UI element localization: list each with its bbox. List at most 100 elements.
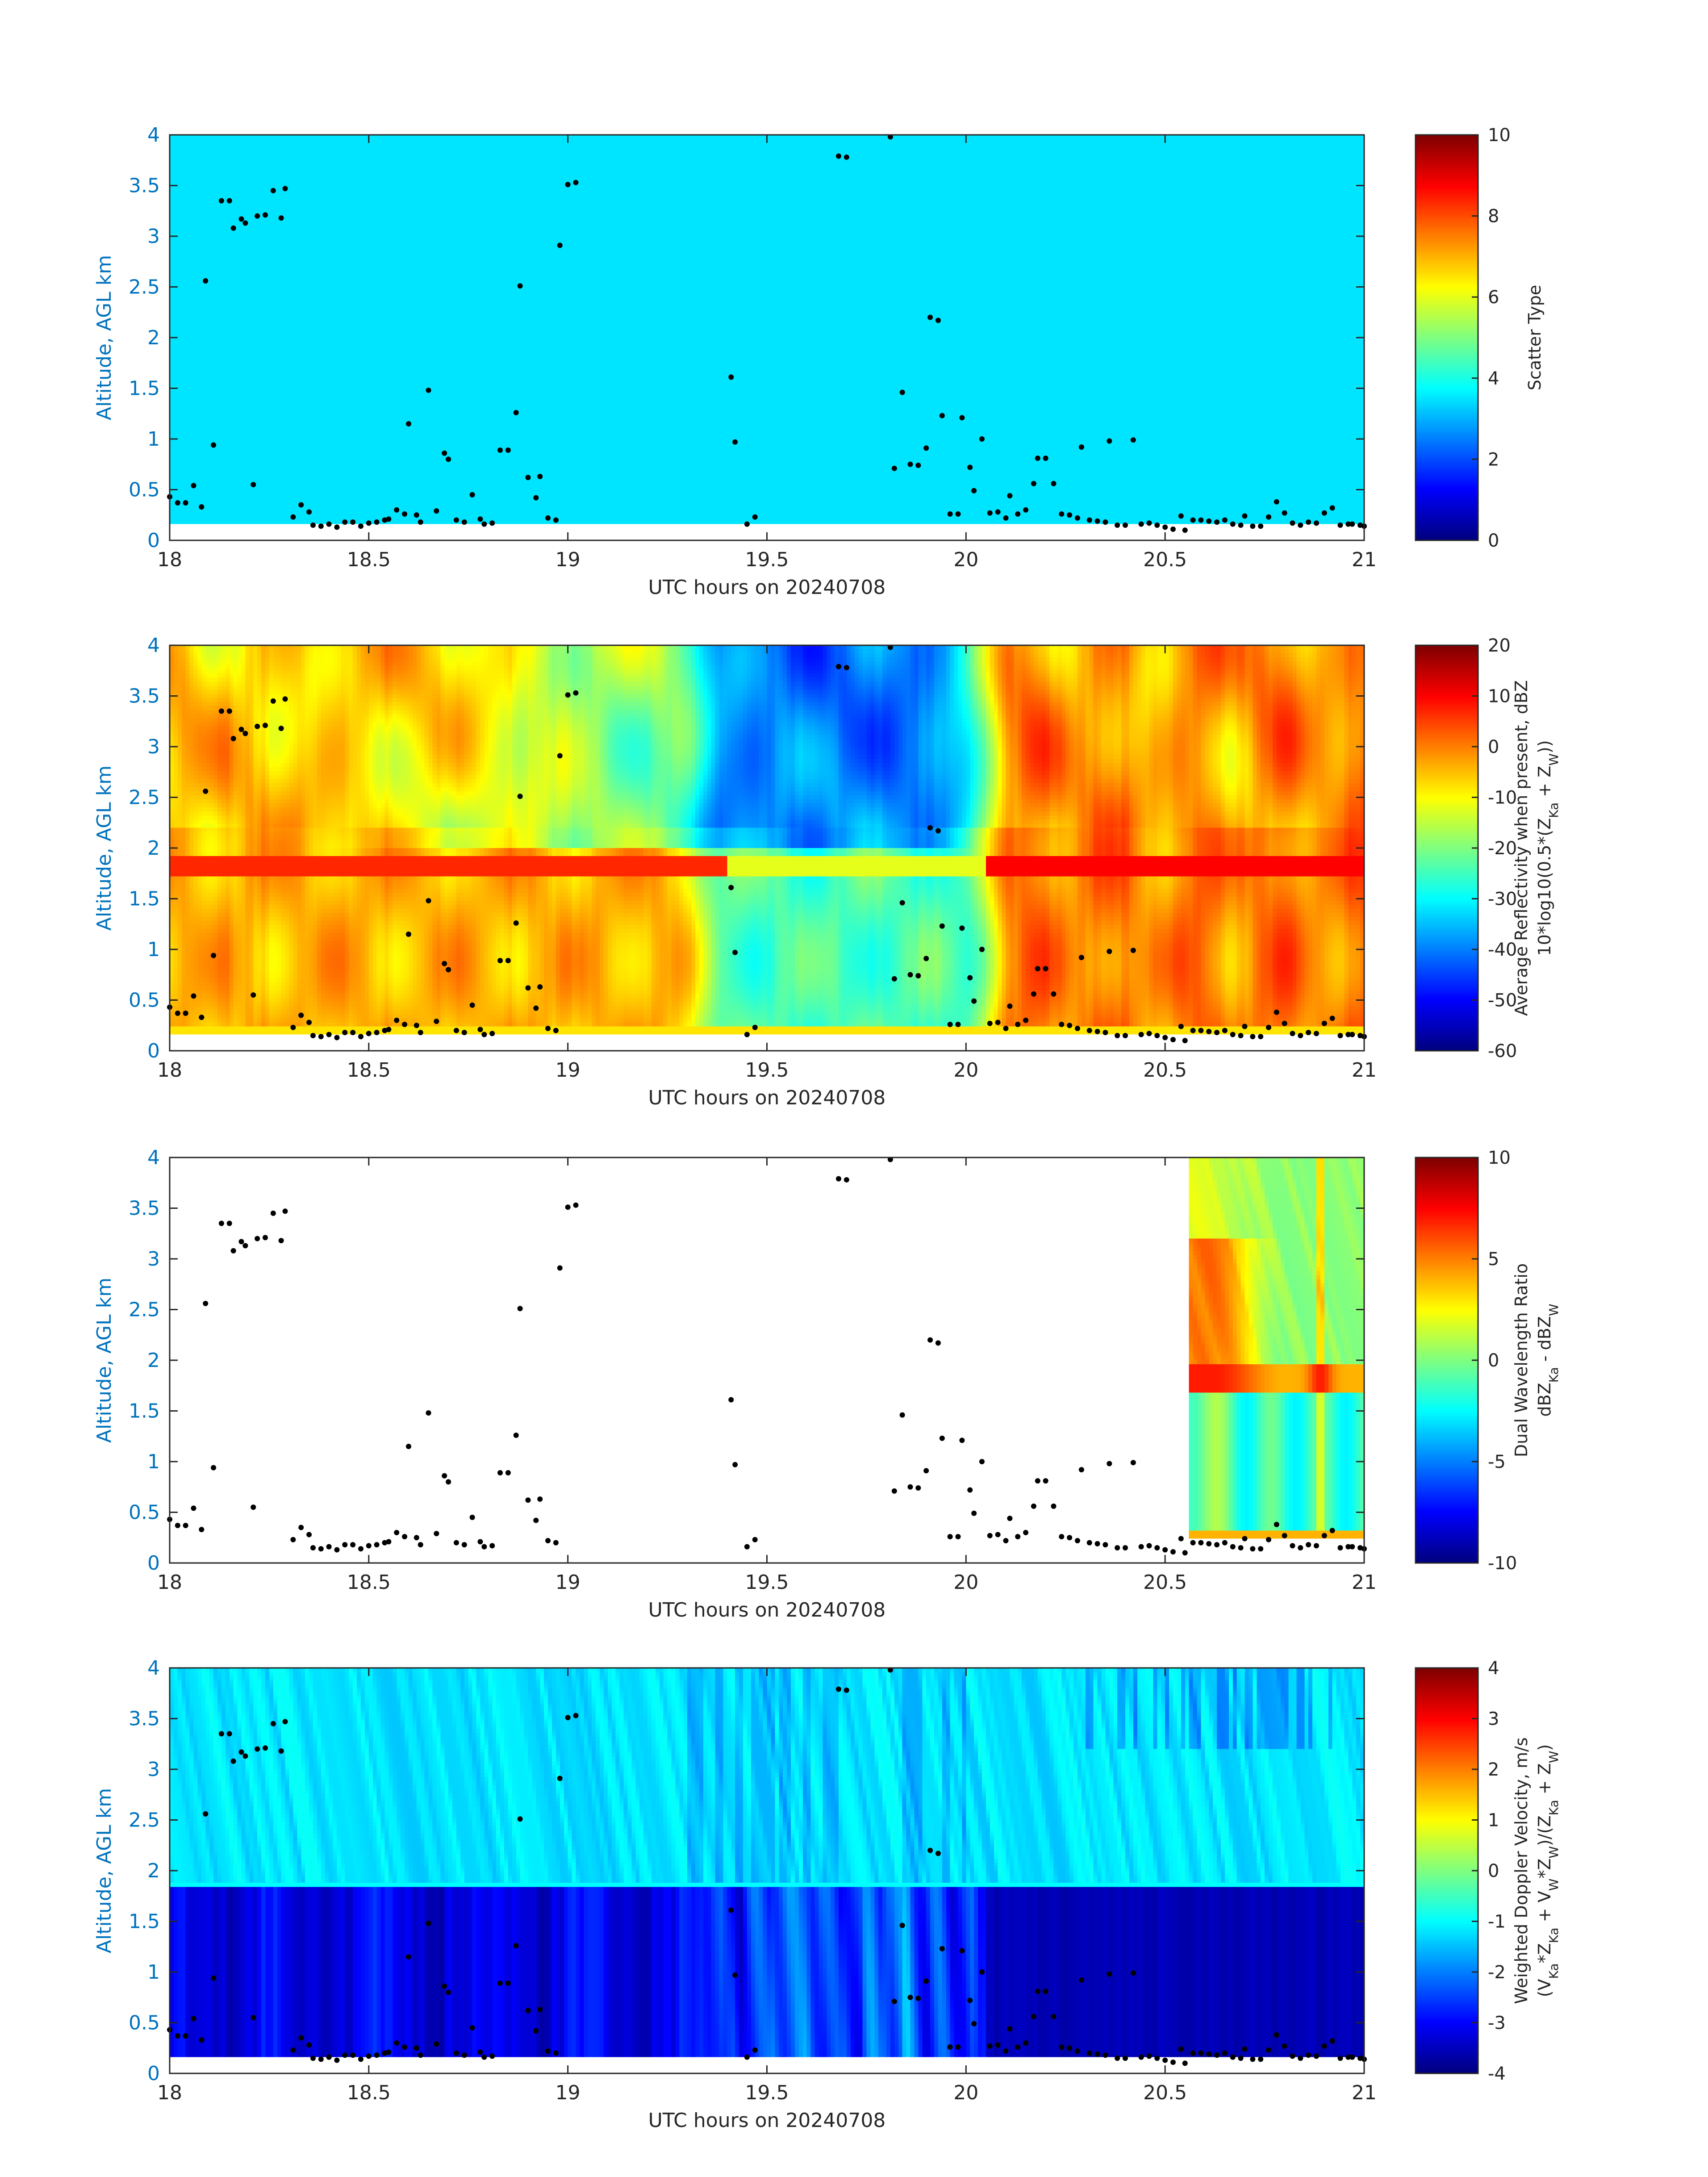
data-point: [255, 723, 260, 729]
data-point: [199, 504, 205, 510]
data-point: [1015, 2044, 1021, 2050]
data-point: [413, 512, 419, 518]
data-point: [318, 1034, 324, 1040]
data-point: [1242, 513, 1248, 519]
data-point: [211, 953, 217, 958]
y-tick-label: 2.5: [129, 786, 160, 809]
data-point: [218, 708, 224, 714]
data-point: [374, 519, 380, 525]
data-point: [1274, 2032, 1279, 2038]
data-point: [537, 473, 543, 479]
data-point: [995, 509, 1001, 515]
data-point: [426, 898, 431, 904]
x-tick-label: 18.5: [347, 1571, 391, 1594]
data-point: [1130, 1460, 1136, 1466]
data-point: [426, 1410, 431, 1416]
data-point: [1214, 1030, 1220, 1036]
data-point: [899, 1412, 905, 1418]
data-point: [537, 2006, 543, 2012]
data-point: [1035, 455, 1040, 461]
data-point: [310, 1545, 316, 1550]
points-dwr: [167, 1157, 1367, 1556]
data-point: [1078, 1467, 1084, 1473]
data-point: [270, 698, 276, 704]
data-point: [1003, 1538, 1009, 1544]
points-scatter: [167, 134, 1367, 533]
data-point: [979, 436, 985, 442]
data-point: [525, 985, 531, 991]
y-tick-label: 4: [147, 634, 160, 657]
data-point: [1094, 2051, 1100, 2057]
data-point: [844, 1687, 849, 1693]
x-tick-label: 20.5: [1143, 1059, 1187, 1082]
data-point: [1190, 2050, 1196, 2056]
data-point: [242, 220, 248, 226]
data-point: [374, 2052, 380, 2058]
data-point: [728, 1907, 734, 1913]
data-point: [358, 523, 363, 529]
data-point: [489, 1543, 495, 1549]
data-point: [1182, 1038, 1188, 1044]
data-point: [1078, 444, 1084, 450]
data-point: [1329, 1015, 1335, 1021]
data-point: [1138, 1032, 1144, 1037]
data-point: [1178, 2046, 1184, 2052]
data-point: [1274, 499, 1279, 505]
data-point: [191, 993, 196, 999]
data-point: [565, 1204, 571, 1210]
data-point: [1007, 2026, 1013, 2032]
data-point: [987, 1020, 993, 1026]
data-point: [255, 1746, 260, 1752]
y-tick-label: 1: [147, 428, 160, 451]
data-point: [1023, 1017, 1029, 1023]
colorbar-tick-label: 10: [1488, 125, 1511, 146]
data-point: [469, 2025, 475, 2031]
data-point: [226, 198, 232, 204]
data-point: [1250, 1034, 1256, 1040]
data-point: [1075, 515, 1080, 521]
data-point: [238, 1749, 244, 1755]
data-point: [1242, 2046, 1248, 2052]
colorbar-tick-label: -60: [1488, 1041, 1517, 1061]
data-point: [1337, 522, 1343, 528]
data-point: [939, 1946, 945, 1951]
x-tick-label: 20.5: [1143, 2081, 1187, 2104]
data-point: [469, 492, 475, 497]
data-point: [959, 1948, 965, 1954]
data-point: [218, 198, 224, 204]
colorbar-tick-label: 0: [1488, 531, 1499, 551]
data-point: [199, 2037, 205, 2043]
y-tick-label: 1: [147, 1450, 160, 1473]
data-point: [1274, 1521, 1279, 1527]
data-point: [1123, 522, 1128, 528]
colorbar-tick-label: -30: [1488, 889, 1517, 910]
data-point: [1031, 2014, 1036, 2019]
data-point: [1258, 1546, 1264, 1552]
data-point: [481, 1032, 487, 1037]
data-point: [1051, 1503, 1057, 1509]
data-point: [891, 1998, 897, 2004]
data-point: [318, 2056, 324, 2062]
data-point: [446, 967, 451, 973]
data-point: [218, 1731, 224, 1737]
data-point: [752, 1537, 758, 1542]
data-point: [915, 463, 921, 468]
y-tick-label: 2: [147, 1349, 160, 1372]
data-point: [1182, 1550, 1188, 1556]
data-point: [183, 1523, 188, 1529]
data-point: [967, 1487, 973, 1493]
colorbar-tick-label: -4: [1488, 2064, 1506, 2084]
data-point: [1146, 1543, 1152, 1549]
data-point: [1282, 510, 1287, 516]
data-point: [1198, 517, 1204, 523]
data-point: [199, 1527, 205, 1533]
data-point: [836, 153, 841, 159]
data-point: [1146, 2053, 1152, 2059]
data-point: [1015, 1534, 1021, 1539]
data-point: [183, 1011, 188, 1016]
data-point: [1123, 1545, 1128, 1550]
data-point: [1238, 522, 1244, 528]
data-point: [1290, 520, 1295, 526]
data-point: [1230, 521, 1236, 527]
data-point: [446, 1989, 451, 1995]
